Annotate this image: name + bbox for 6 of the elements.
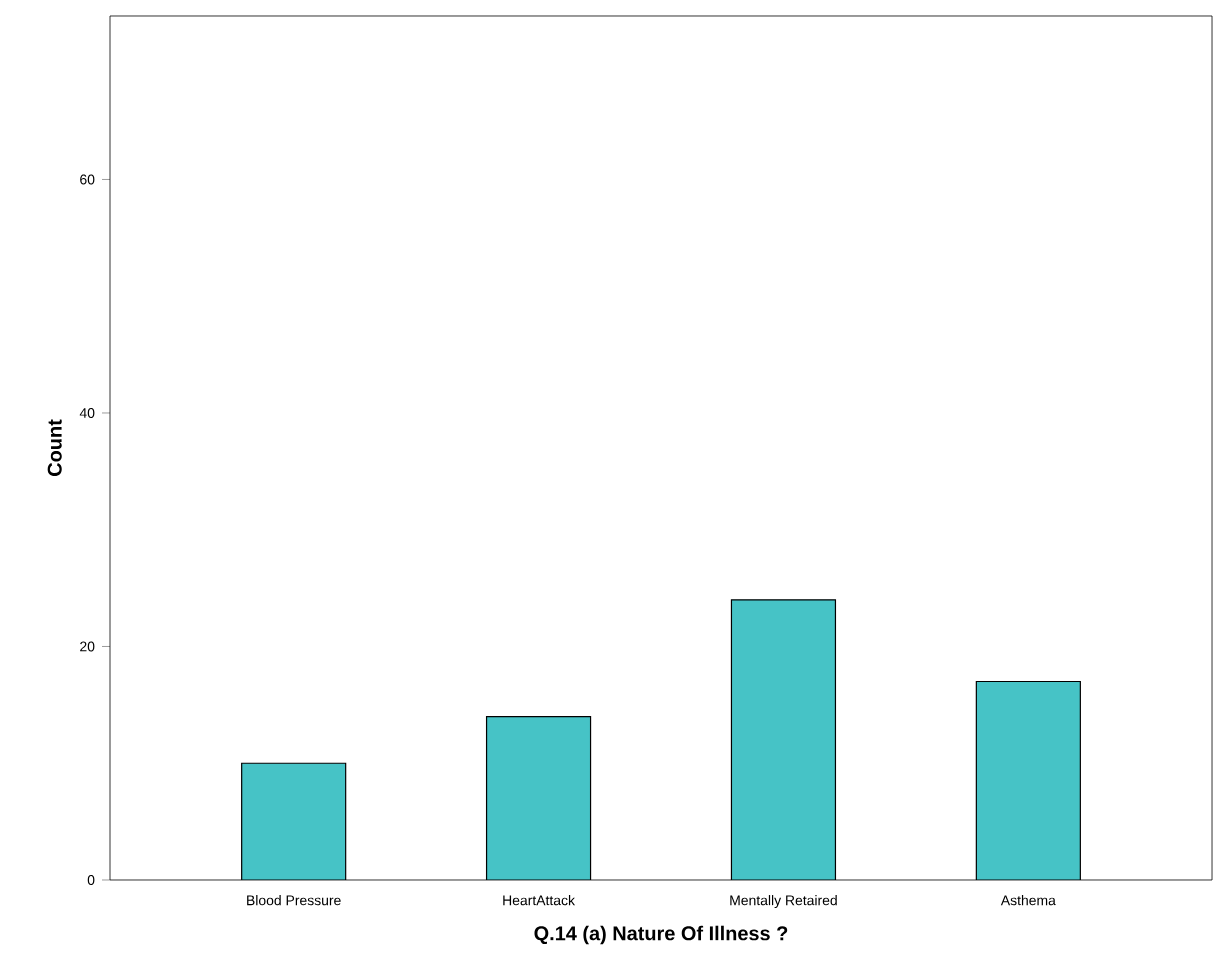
bar — [241, 762, 347, 880]
bar — [485, 715, 592, 880]
x-axis-title: Q.14 (a) Nature Of Illness ? — [534, 925, 788, 945]
bar — [730, 599, 837, 880]
bar — [975, 680, 1081, 880]
y-axis-title: Count — [47, 419, 62, 476]
